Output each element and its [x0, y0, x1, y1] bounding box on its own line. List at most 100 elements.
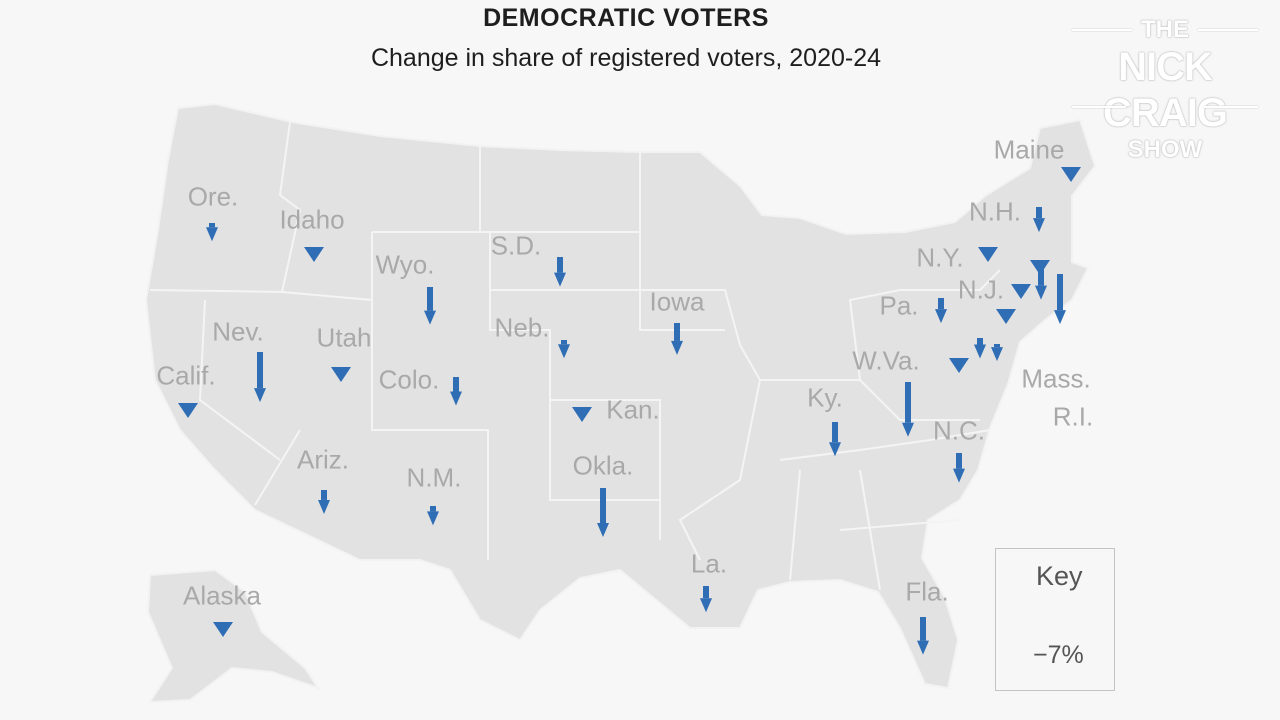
arrow-head-ariz	[318, 499, 330, 514]
arrow-shaft-ore	[209, 223, 215, 228]
arrow-shaft-nc	[956, 453, 962, 469]
arrow-shaft-neb	[561, 340, 567, 345]
state-label-ny: N.Y.	[916, 242, 964, 273]
state-label-maine: Maine	[993, 134, 1065, 165]
arrow-head-okla	[597, 523, 609, 538]
border-line	[198, 299, 281, 461]
border-line	[372, 231, 660, 501]
state-label-colo: Colo.	[378, 364, 440, 395]
border-line	[789, 469, 881, 591]
arrow-head-utah	[331, 367, 351, 382]
arrow-head-neb	[558, 344, 570, 359]
state-label-utah: Utah	[316, 322, 372, 353]
arrow-ariz	[318, 490, 330, 514]
state-borders	[149, 121, 1001, 591]
arrow-shaft-de	[977, 338, 983, 345]
arrow-shaft-fla	[920, 617, 926, 641]
arrow-layer	[178, 167, 1081, 655]
border-line	[848, 269, 1001, 381]
arrow-ore	[206, 223, 218, 242]
logo-line-1: THE	[1141, 16, 1189, 43]
arrow-md	[996, 309, 1016, 324]
arrow-okla	[597, 488, 609, 538]
border-line	[678, 379, 761, 561]
arrow-fla	[917, 617, 929, 655]
arrow-head-kan	[572, 407, 592, 422]
arrow-head-dc	[991, 347, 1003, 362]
arrow-head-nj	[1011, 284, 1031, 299]
arrow-head-nh	[1033, 218, 1045, 233]
arrow-head-mass	[1035, 285, 1047, 300]
arrow-head-fla	[917, 640, 929, 655]
state-label-ri: R.I.	[1052, 401, 1094, 432]
state-label-ky: Ky.	[807, 382, 843, 413]
state-label-la: La.	[690, 548, 728, 579]
land-alaska	[146, 568, 321, 704]
arrow-ri	[1054, 274, 1066, 325]
arrow-wyo	[424, 287, 436, 325]
arrow-head-colo	[450, 391, 462, 406]
arrow-iowa	[671, 323, 683, 355]
arrow-head-ore	[206, 227, 218, 242]
state-label-nc: N.C.	[933, 415, 985, 446]
border-line	[254, 429, 301, 506]
arrow-alaska	[213, 622, 233, 637]
arrow-head-ky	[829, 442, 841, 457]
arrow-head-wyo	[424, 310, 436, 325]
state-label-kan: Kan.	[606, 394, 660, 425]
arrow-shaft-iowa	[674, 323, 680, 341]
border-line	[550, 399, 661, 540]
arrow-calif	[178, 403, 198, 418]
arrow-mass	[1035, 262, 1047, 300]
arrow-head-maine	[1061, 167, 1081, 182]
arrow-ky	[829, 422, 841, 457]
legend-key: Key −7%	[995, 548, 1115, 691]
arrow-va	[949, 358, 969, 373]
arrow-head-calif	[178, 403, 198, 418]
land-shapes	[144, 102, 1097, 704]
arrow-head-ny	[978, 247, 998, 262]
state-label-pa: Pa.	[879, 290, 919, 321]
border-line	[278, 121, 373, 301]
arrow-head-idaho	[304, 247, 324, 262]
state-label-mass: Mass.	[1021, 363, 1091, 394]
arrow-de	[974, 338, 986, 359]
state-label-nm: N.M.	[406, 462, 462, 493]
arrow-head-de	[974, 344, 986, 359]
arrow-head-sd	[554, 272, 566, 287]
arrow-head-pa	[935, 309, 947, 324]
state-label-wyo: Wyo.	[375, 249, 435, 280]
logo-rule-left-bottom	[1072, 106, 1126, 108]
arrow-shaft-colo	[453, 377, 459, 392]
arrow-idaho	[304, 247, 324, 262]
logo-line-2: NICK CRAIG	[1103, 45, 1228, 135]
arrow-shaft-ri	[1057, 274, 1063, 311]
arrow-nh	[1033, 207, 1045, 233]
arrow-shaft-okla	[600, 488, 606, 524]
state-label-iowa: Iowa	[649, 286, 705, 317]
arrow-kan	[572, 407, 592, 422]
state-label-neb: Neb.	[494, 312, 550, 343]
border-line	[149, 289, 286, 293]
arrow-utah	[331, 367, 351, 382]
arrow-shaft-wyo	[427, 287, 433, 311]
key-value: −7%	[1033, 641, 1084, 669]
arrow-nev	[254, 352, 266, 403]
arrow-wva	[902, 382, 914, 437]
logo-line-3: SHOW	[1127, 136, 1203, 163]
map-title: DEMOCRATIC VOTERS	[483, 4, 769, 32]
logo-rule-right-bottom	[1204, 106, 1258, 108]
arrow-head-iowa	[671, 340, 683, 355]
border-line	[371, 232, 489, 560]
border-line	[779, 429, 991, 461]
state-label-alaska: Alaska	[182, 580, 262, 611]
state-label-fla: Fla.	[905, 576, 949, 607]
border-line	[639, 152, 761, 381]
arrow-shaft-nh	[1036, 207, 1042, 219]
arrow-shaft-pa	[938, 298, 944, 310]
state-label-ore: Ore.	[187, 181, 239, 212]
border-line	[479, 146, 725, 331]
arrow-maine	[1061, 167, 1081, 182]
arrow-head-ri	[1054, 310, 1066, 325]
